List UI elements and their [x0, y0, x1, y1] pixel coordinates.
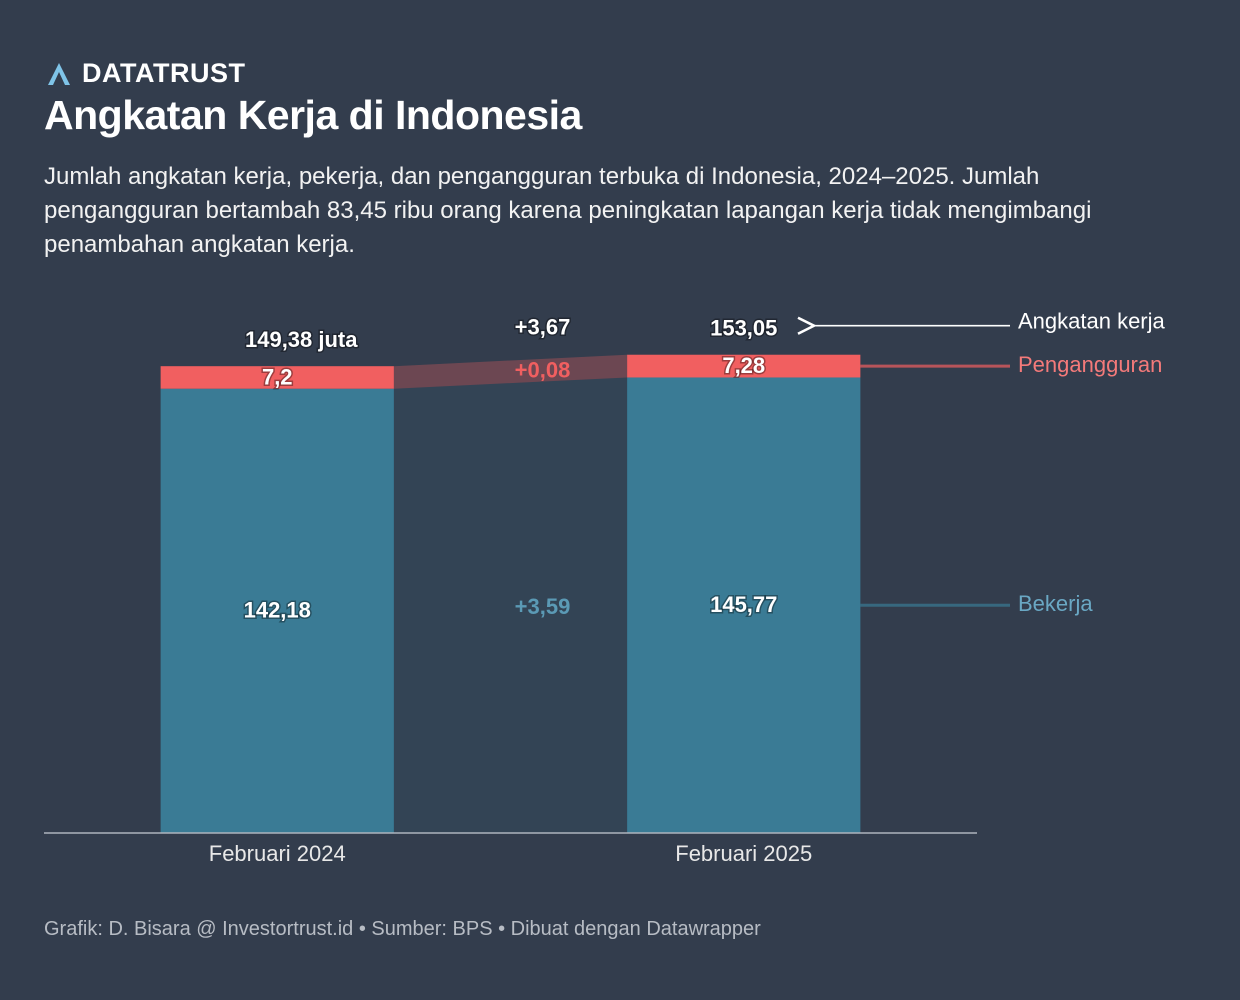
- connector: [393, 377, 628, 833]
- brand-name: DATATRUST: [82, 58, 246, 88]
- bar-segment: [160, 366, 394, 389]
- bar-segment: [627, 354, 861, 378]
- bar-segment: [627, 377, 861, 833]
- change-label: +3,59: [515, 594, 571, 619]
- change-label: +0,08: [515, 358, 571, 383]
- legend-label: Bekerja: [1018, 591, 1093, 616]
- x-tick-label: Februari 2024: [209, 841, 346, 866]
- brand: DATATRUST: [46, 58, 245, 89]
- chart-subtitle: Jumlah angkatan kerja, pekerja, dan peng…: [44, 163, 1092, 258]
- x-tick-label: Februari 2025: [675, 841, 812, 866]
- connector: [393, 354, 628, 389]
- value-label: 145,77: [710, 592, 777, 617]
- footer: Grafik: D. Bisara @ Investortrust.id • S…: [44, 918, 761, 940]
- total-label: 149,38 juta: [245, 327, 358, 352]
- legend-label: Pengangguran: [1018, 352, 1162, 377]
- legend-label: Angkatan kerja: [1018, 309, 1166, 334]
- value-label: 7,2: [262, 364, 293, 389]
- logo: [48, 62, 70, 85]
- value-label: 142,18: [244, 598, 311, 623]
- change-label: +3,67: [515, 314, 571, 339]
- total-label: 153,05: [710, 316, 777, 341]
- chart-title: Angkatan Kerja di Indonesia: [44, 92, 582, 138]
- bar-segment: [160, 388, 394, 833]
- value-label: 7,28: [722, 353, 765, 378]
